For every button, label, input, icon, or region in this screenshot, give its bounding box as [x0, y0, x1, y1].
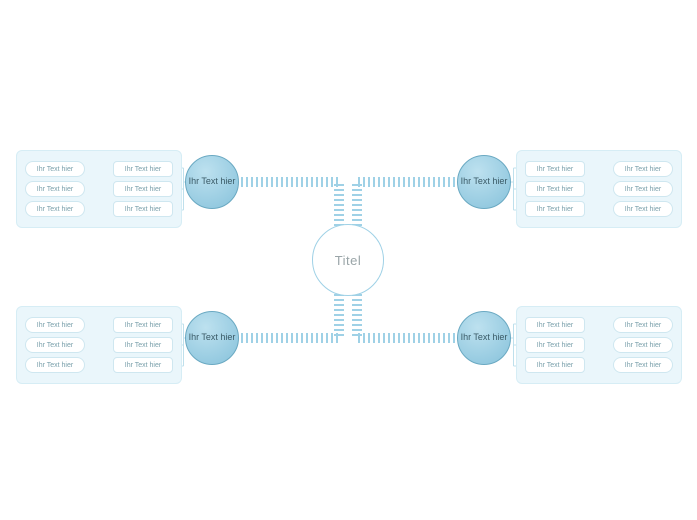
- leaf-chip[interactable]: Ihr Text hier: [113, 337, 173, 353]
- leaf-chip[interactable]: Ihr Text hier: [25, 337, 85, 353]
- connector: [239, 182, 339, 226]
- leaf-chip[interactable]: Ihr Text hier: [25, 317, 85, 333]
- leaf-panel-bottom-left: Ihr Text hier Ihr Text hier Ihr Text hier I…: [16, 306, 182, 384]
- branch-label: Ihr Text hier: [461, 333, 508, 343]
- leaf-chip[interactable]: Ihr Text hier: [113, 161, 173, 177]
- mindmap-stage: { "type": "mindmap", "canvas": { "w": 69…: [0, 0, 697, 520]
- leaf-chip[interactable]: Ihr Text hier: [525, 201, 585, 217]
- leaf-chip[interactable]: Ihr Text hier: [113, 357, 173, 373]
- leaf-chip[interactable]: Ihr Text hier: [613, 317, 673, 333]
- center-label: Titel: [335, 253, 362, 268]
- leaf-chip[interactable]: Ihr Text hier: [613, 357, 673, 373]
- branch-node-bottom-left[interactable]: Ihr Text hier: [185, 311, 239, 365]
- leaf-chip[interactable]: Ihr Text hier: [25, 357, 85, 373]
- branch-node-bottom-right[interactable]: Ihr Text hier: [457, 311, 511, 365]
- leaf-panel-bottom-right: Ihr Text hier Ihr Text hier Ihr Text hier I…: [516, 306, 682, 384]
- branch-node-top-left[interactable]: Ihr Text hier: [185, 155, 239, 209]
- leaf-chip[interactable]: Ihr Text hier: [525, 161, 585, 177]
- leaf-panel-top-left: Ihr Text hier Ihr Text hier Ihr Text hier I…: [16, 150, 182, 228]
- leaf-chip[interactable]: Ihr Text hier: [613, 201, 673, 217]
- leaf-chip[interactable]: Ihr Text hier: [25, 161, 85, 177]
- connector: [357, 182, 457, 226]
- leaf-chip[interactable]: Ihr Text hier: [113, 201, 173, 217]
- leaf-chip[interactable]: Ihr Text hier: [525, 181, 585, 197]
- leaf-chip[interactable]: Ihr Text hier: [113, 317, 173, 333]
- leaf-panel-top-right: Ihr Text hier Ihr Text hier Ihr Text hier I…: [516, 150, 682, 228]
- branch-label: Ihr Text hier: [189, 333, 236, 343]
- leaf-chip[interactable]: Ihr Text hier: [613, 337, 673, 353]
- leaf-chip[interactable]: Ihr Text hier: [525, 357, 585, 373]
- leaf-chip[interactable]: Ihr Text hier: [525, 317, 585, 333]
- leaf-chip[interactable]: Ihr Text hier: [25, 201, 85, 217]
- leaf-chip[interactable]: Ihr Text hier: [613, 161, 673, 177]
- connector: [239, 294, 339, 338]
- branch-node-top-right[interactable]: Ihr Text hier: [457, 155, 511, 209]
- leaf-chip[interactable]: Ihr Text hier: [613, 181, 673, 197]
- branch-label: Ihr Text hier: [189, 177, 236, 187]
- leaf-chip[interactable]: Ihr Text hier: [25, 181, 85, 197]
- leaf-chip[interactable]: Ihr Text hier: [525, 337, 585, 353]
- center-node[interactable]: Titel: [312, 224, 384, 296]
- connector: [357, 294, 457, 338]
- leaf-chip[interactable]: Ihr Text hier: [113, 181, 173, 197]
- branch-label: Ihr Text hier: [461, 177, 508, 187]
